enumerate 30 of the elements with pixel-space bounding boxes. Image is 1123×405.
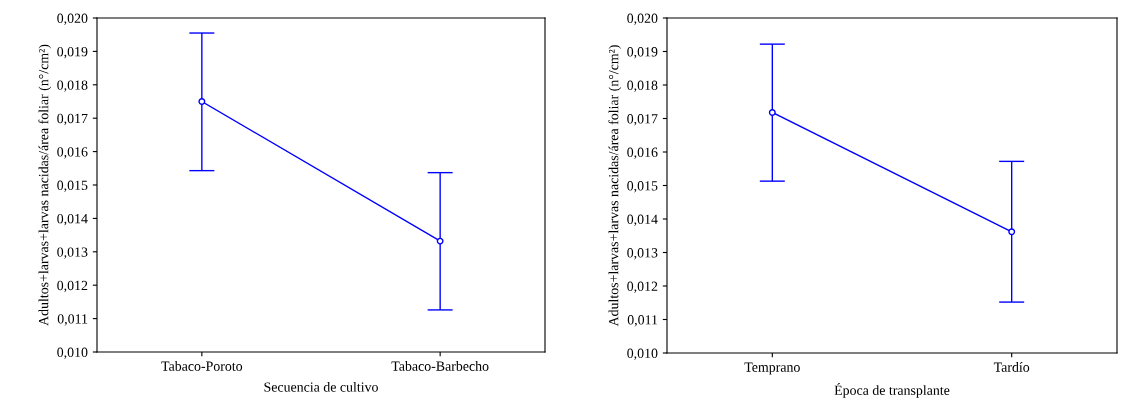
y-tick-label: 0,017 — [627, 114, 658, 126]
y-tick-label: 0,018 — [627, 80, 658, 92]
y-tick-label: 0,012 — [627, 281, 658, 293]
y-tick-label: 0,016 — [627, 147, 658, 159]
y-tick-label: 0,013 — [627, 248, 658, 260]
y-tick-label: 0,012 — [57, 280, 88, 293]
y-tick-label: 0,018 — [57, 80, 88, 92]
y-axis-title: Adultos+larvas+larvas nacidas/área foliar (n°/cm²) — [608, 45, 622, 327]
x-axis-title: Secuencia de cultivo — [264, 381, 378, 392]
y-tick-label: 0,017 — [57, 113, 88, 126]
y-tick-label: 0,016 — [57, 147, 88, 159]
y-tick-label: 0,015 — [57, 180, 88, 192]
y-tick-label: 0,010 — [57, 347, 88, 359]
y-axis-title: Adultos+larvas+larvas nacidas/área foliar (n°/cm²) — [38, 44, 52, 326]
y-tick-label: 0,014 — [627, 214, 658, 226]
y-tick-label: 0,011 — [57, 314, 88, 326]
x-tick-label: Tabaco-Barbecho — [391, 361, 489, 371]
y-tick-label: 0,011 — [627, 315, 658, 327]
x-axis-title: Época de transplante — [834, 382, 950, 398]
y-tick-label: 0,019 — [57, 46, 88, 59]
y-tick-label: 0,020 — [627, 13, 658, 25]
x-tick-label: Tabaco-Poroto — [161, 361, 243, 371]
y-tick-label: 0,014 — [57, 213, 88, 226]
y-tick-label: 0,015 — [627, 181, 658, 193]
x-tick-label: Temprano — [744, 362, 800, 375]
y-tick-label: 0,010 — [627, 348, 658, 360]
x-tick-label: Tardío — [993, 362, 1030, 372]
y-tick-label: 0,020 — [57, 13, 88, 25]
y-tick-label: 0,013 — [57, 247, 88, 259]
y-tick-label: 0,019 — [627, 47, 658, 59]
